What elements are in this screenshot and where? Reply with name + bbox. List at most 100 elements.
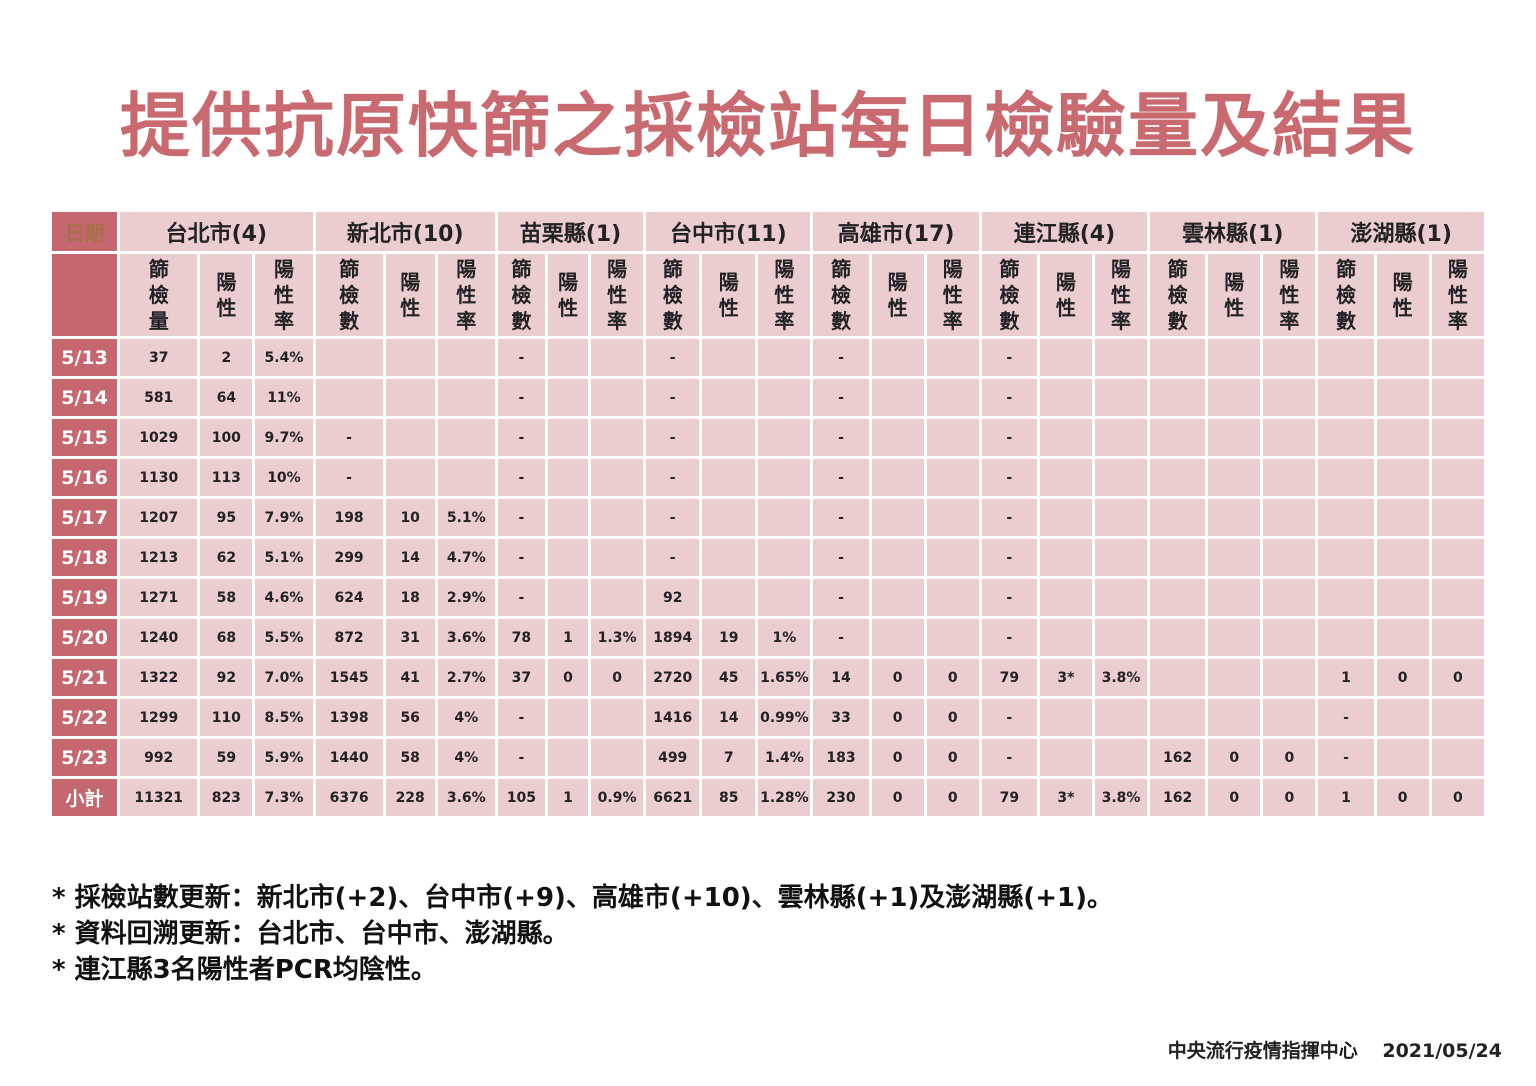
- value-cell: 5.9%: [255, 739, 313, 776]
- column-header-label: 篩檢量: [148, 257, 169, 333]
- value-cell: 11%: [255, 379, 313, 416]
- value-cell: [547, 339, 589, 376]
- date-subheader-blank: [52, 254, 118, 336]
- value-cell: [591, 419, 644, 456]
- date-cell: 5/22: [52, 699, 118, 736]
- column-header: 陽性: [1208, 254, 1261, 336]
- value-cell: 0: [1431, 779, 1484, 816]
- value-cell: 0: [1208, 779, 1261, 816]
- value-cell: [871, 619, 924, 656]
- value-cell: [591, 739, 644, 776]
- value-cell: 823: [200, 779, 253, 816]
- value-cell: -: [813, 539, 869, 576]
- value-cell: [1431, 339, 1484, 376]
- value-cell: -: [497, 579, 545, 616]
- value-cell: -: [1318, 739, 1374, 776]
- value-cell: 1%: [758, 619, 811, 656]
- value-cell: [871, 579, 924, 616]
- value-cell: [1039, 459, 1092, 496]
- value-cell: [1094, 419, 1148, 456]
- table-row: 5/22 1299 110 8.5% 1398 56 4% -1416 14 0.99% 33 0 0-…: [52, 699, 1484, 736]
- column-header: 陽性: [1039, 254, 1092, 336]
- value-cell: [871, 339, 924, 376]
- value-cell: 3.6%: [437, 619, 495, 656]
- value-cell: -: [315, 459, 383, 496]
- value-cell: [1039, 419, 1092, 456]
- value-cell: 2.9%: [437, 579, 495, 616]
- value-cell: 2: [200, 339, 253, 376]
- screening-table: 日期 台北市(4) 新北市(10) 苗栗縣(1) 台中市(11) 高雄市(17) 連江縣(…: [49, 209, 1487, 819]
- value-cell: [702, 499, 756, 536]
- value-cell: -: [981, 499, 1037, 536]
- value-cell: 0: [926, 699, 979, 736]
- value-cell: [1263, 339, 1316, 376]
- value-cell: [1263, 499, 1316, 536]
- value-cell: 41: [385, 659, 435, 696]
- value-cell: 7.9%: [255, 499, 313, 536]
- value-cell: [591, 499, 644, 536]
- value-cell: [1318, 499, 1374, 536]
- value-cell: 1271: [120, 579, 198, 616]
- value-cell: -: [981, 699, 1037, 736]
- value-cell: 79: [981, 779, 1037, 816]
- value-cell: [1431, 619, 1484, 656]
- value-cell: 1029: [120, 419, 198, 456]
- value-cell: [926, 539, 979, 576]
- value-cell: 33: [813, 699, 869, 736]
- subheader-row: 篩檢量 陽性 陽性率 篩檢數 陽性 陽性率 篩檢數 陽性 陽性率 篩檢數 陽性 陽性率 篩檢數 陽性 陽性率…: [52, 254, 1484, 336]
- value-cell: [437, 419, 495, 456]
- value-cell: [1208, 539, 1261, 576]
- value-cell: [1431, 499, 1484, 536]
- value-cell: [926, 419, 979, 456]
- value-cell: 11321: [120, 779, 198, 816]
- value-cell: [1263, 579, 1316, 616]
- date-header: 日期: [52, 212, 118, 251]
- column-header: 陽性率: [1263, 254, 1316, 336]
- table-row: 5/21 1322 92 7.0% 1545 41 2.7% 37 0 0 2720 45 1.65% 1…: [52, 659, 1484, 696]
- value-cell: -: [981, 419, 1037, 456]
- value-cell: [1263, 459, 1316, 496]
- column-header-label: 陽性: [216, 270, 237, 320]
- value-cell: [385, 459, 435, 496]
- value-cell: 230: [813, 779, 869, 816]
- value-cell: 4.7%: [437, 539, 495, 576]
- value-cell: 162: [1150, 739, 1206, 776]
- value-cell: 62: [200, 539, 253, 576]
- column-header: 陽性率: [926, 254, 979, 336]
- column-header-label: 陽性: [1055, 270, 1076, 320]
- value-cell: -: [981, 459, 1037, 496]
- value-cell: [1318, 339, 1374, 376]
- date-cell: 5/21: [52, 659, 118, 696]
- column-header: 陽性率: [255, 254, 313, 336]
- value-cell: 92: [200, 659, 253, 696]
- value-cell: -: [646, 499, 700, 536]
- note-backfill-update: * 資料回溯更新：台北市、台中市、澎湖縣。: [52, 919, 569, 949]
- group-header: 台北市(4): [120, 212, 313, 251]
- value-cell: 19: [702, 619, 756, 656]
- value-cell: 5.1%: [255, 539, 313, 576]
- value-cell: 3.8%: [1094, 779, 1148, 816]
- value-cell: [1431, 459, 1484, 496]
- value-cell: [1094, 739, 1148, 776]
- value-cell: 68: [200, 619, 253, 656]
- value-cell: 1.28%: [758, 779, 811, 816]
- value-cell: [1376, 619, 1429, 656]
- value-cell: 58: [385, 739, 435, 776]
- value-cell: 58: [200, 579, 253, 616]
- value-cell: -: [646, 539, 700, 576]
- value-cell: 6376: [315, 779, 383, 816]
- value-cell: [1208, 659, 1261, 696]
- value-cell: 1: [547, 619, 589, 656]
- value-cell: [385, 339, 435, 376]
- column-header-label: 陽性: [718, 270, 739, 320]
- value-cell: -: [813, 459, 869, 496]
- column-header: 篩檢量: [120, 254, 198, 336]
- value-cell: [1150, 539, 1206, 576]
- value-cell: [437, 459, 495, 496]
- value-cell: 162: [1150, 779, 1206, 816]
- value-cell: 0: [1263, 779, 1316, 816]
- column-header: 篩檢數: [1150, 254, 1206, 336]
- value-cell: -: [981, 619, 1037, 656]
- value-cell: [1039, 579, 1092, 616]
- value-cell: 0.99%: [758, 699, 811, 736]
